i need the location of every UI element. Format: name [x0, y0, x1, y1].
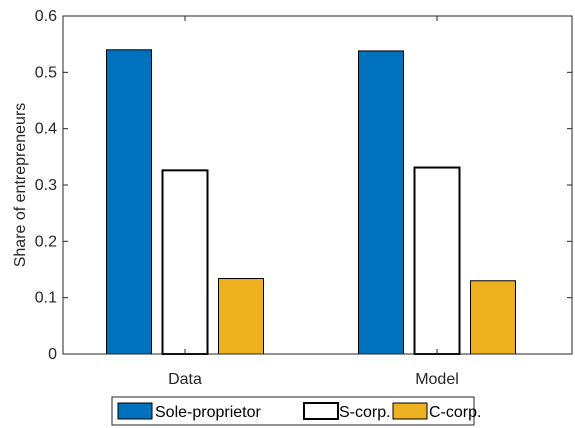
y-tick-labels: 0 0.1 0.2 0.3 0.4 0.5 0.6 [35, 8, 57, 363]
bar-s-corp-model [415, 168, 460, 354]
y-tick-label: 0.2 [35, 233, 57, 250]
bar-sole-proprietor-model [359, 51, 404, 354]
y-tick-label: 0.4 [35, 121, 57, 138]
x-tick-label: Data [168, 371, 202, 388]
legend-swatch-s-corp [304, 403, 338, 419]
y-tick-label: 0.1 [35, 290, 57, 307]
legend-label-sole-proprietor: Sole-proprietor [155, 404, 262, 421]
legend-swatch-c-corp [393, 403, 427, 419]
y-tick-label: 0.5 [35, 64, 57, 81]
x-tick-label: Model [415, 371, 459, 388]
legend: Sole-proprietor S-corp. C-corp. [112, 397, 481, 425]
y-axis-label: Share of entrepreneurs [12, 103, 29, 268]
y-tick-label: 0.6 [35, 8, 57, 25]
legend-label-s-corp: S-corp. [339, 404, 391, 421]
y-tick-label: 0 [48, 346, 57, 363]
legend-swatch-sole-proprietor [118, 403, 152, 419]
bar-s-corp-data [163, 170, 208, 354]
bar-c-corp-data [219, 279, 264, 354]
bar-c-corp-model [471, 281, 516, 354]
bar-sole-proprietor-data [107, 50, 152, 354]
legend-label-c-corp: C-corp. [429, 404, 481, 421]
y-tick-label: 0.3 [35, 177, 57, 194]
x-tick-labels: Data Model [168, 371, 459, 388]
